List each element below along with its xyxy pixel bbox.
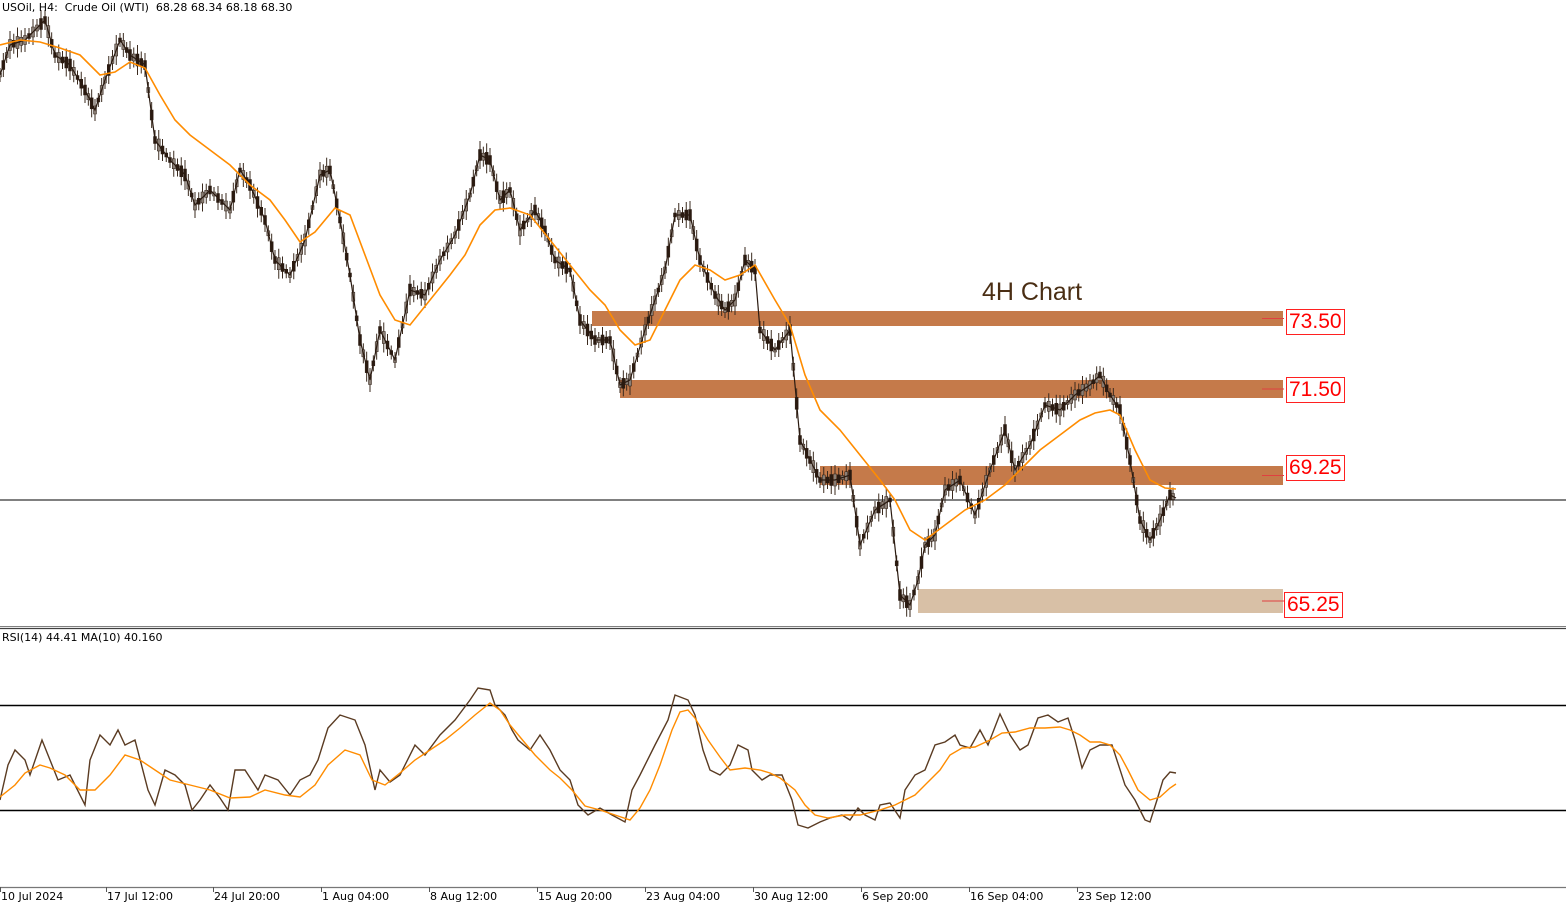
level-label-71-50: 71.50 [1286, 377, 1345, 403]
time-axis-label: 23 Aug 04:00 [646, 890, 721, 903]
support-resistance-zones [592, 311, 1283, 613]
chart-annotation-4h: 4H Chart [982, 278, 1083, 306]
moving-average-line [0, 39, 1177, 541]
time-axis-label: 15 Aug 20:00 [538, 890, 613, 903]
level-label-69-25: 69.25 [1286, 455, 1345, 481]
rsi-ma-line [0, 702, 1177, 821]
time-axis-label: 24 Jul 20:00 [214, 890, 280, 903]
rsi-line [0, 687, 1177, 829]
time-axis-label: 30 Aug 12:00 [754, 890, 829, 903]
time-axis-label: 8 Aug 12:00 [430, 890, 498, 903]
rsi-header: RSI(14) 44.41 MA(10) 40.160 [2, 631, 163, 644]
level-leader-lines [1262, 318, 1284, 602]
time-axis-label: 16 Sep 04:00 [970, 890, 1044, 903]
price-series [0, 18, 1177, 607]
time-axis-ticks [0, 887, 1078, 892]
time-axis-label: 23 Sep 12:00 [1078, 890, 1152, 903]
symbol-header: USOil, H4: Crude Oil (WTI) 68.28 68.34 6… [2, 1, 293, 14]
time-axis-label: 6 Sep 20:00 [862, 890, 929, 903]
time-axis-label: 1 Aug 04:00 [322, 890, 390, 903]
level-label-65-25: 65.25 [1284, 592, 1343, 618]
time-axis-label: 17 Jul 12:00 [107, 890, 173, 903]
level-label-73-50: 73.50 [1286, 309, 1345, 335]
time-axis-label: 10 Jul 2024 [1, 890, 64, 903]
